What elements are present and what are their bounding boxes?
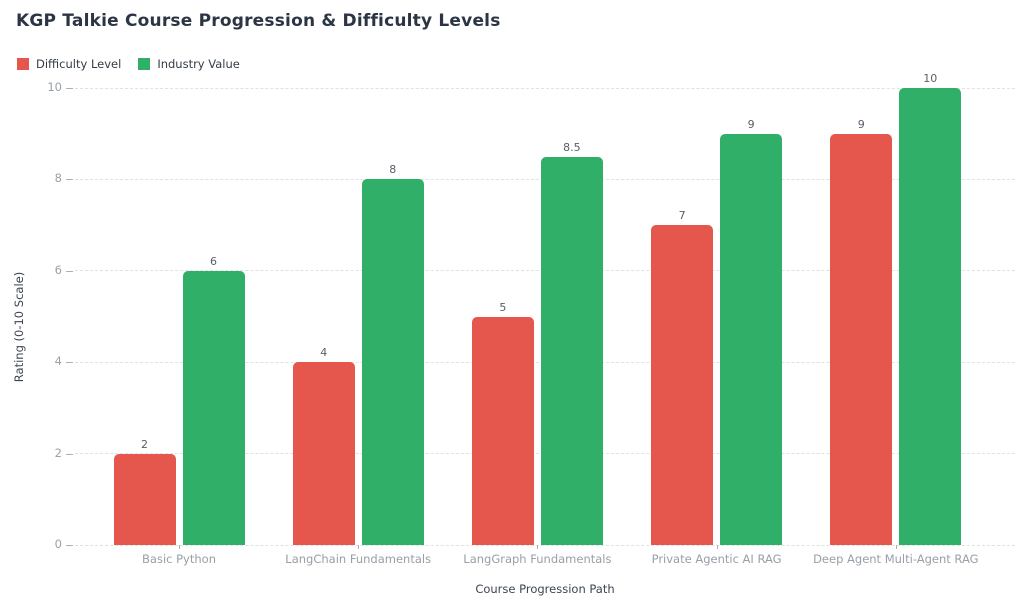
y-tick-label-8: 8 [54,171,62,186]
y-tick-label-2: 2 [54,445,62,460]
bar-industry-value-basic-python [182,270,245,545]
bar-industry-value-langchain-fundamentals [361,179,424,545]
y-tick-mark [66,270,73,272]
bar-value-label-industry-value-langgraph-fundamentals: 8.5 [563,140,581,154]
gridline-y-0 [75,544,1015,546]
bar-value-label-difficulty-level-deep-agent-multi-agent-rag: 9 [857,117,865,131]
bar-industry-value-langgraph-fundamentals [540,156,603,545]
y-axis-title: Rating (0-10 Scale) [12,271,26,383]
x-tick-mark [537,545,539,549]
legend-swatch-icon [138,58,151,70]
y-tick-label-0: 0 [54,537,62,551]
bar-difficulty-level-basic-python [113,453,176,545]
plot-area: 2 6 4 8 5 8.5 7 9 9 10 [75,72,1015,546]
bar-value-label-industry-value-langchain-fundamentals: 8 [389,163,397,177]
y-tick-label-4: 4 [54,354,62,369]
y-tick-mark [66,453,73,455]
bar-value-label-difficulty-level-private-agentic-ai-rag: 7 [678,209,686,223]
bar-difficulty-level-langgraph-fundamentals [471,316,534,545]
legend-label: Industry Value [157,57,240,71]
y-tick-mark [66,179,73,181]
x-tick-mark [895,545,897,549]
x-tick-mark [358,545,360,549]
bar-value-label-industry-value-basic-python: 6 [210,254,217,268]
x-tick-label-basic-python: Basic Python [142,552,216,566]
y-tick-label-6: 6 [54,262,62,277]
bar-value-label-industry-value-deep-agent-multi-agent-rag: 10 [923,72,938,85]
y-tick-mark [66,545,73,546]
bar-value-label-difficulty-level-basic-python: 2 [141,437,148,451]
x-tick-label-deep-agent-multi-agent-rag: Deep Agent Multi-Agent RAG [813,552,979,566]
bar-industry-value-private-agentic-ai-rag [720,133,783,545]
x-tick-label-langchain-fundamentals: LangChain Fundamentals [285,552,432,566]
bar-industry-value-deep-agent-multi-agent-rag [899,88,962,545]
x-tick-mark [716,545,718,549]
bar-difficulty-level-deep-agent-multi-agent-rag [830,133,893,545]
legend-swatch-icon [17,58,29,70]
y-tick-mark [66,362,73,364]
y-tick-label-10: 10 [47,80,62,94]
legend: Difficulty Level Industry Value [17,57,240,71]
bar-difficulty-level-langchain-fundamentals [292,362,355,545]
bar-value-label-difficulty-level-langgraph-fundamentals: 5 [499,300,507,314]
x-tick-label-langgraph-fundamentals: LangGraph Fundamentals [463,552,612,566]
bar-value-label-industry-value-private-agentic-ai-rag: 9 [747,117,755,131]
legend-item-industry-value: Industry Value [138,57,240,71]
bar-difficulty-level-private-agentic-ai-rag [651,225,714,545]
chart-title: KGP Talkie Course Progression & Difficul… [16,11,501,31]
y-tick-mark [66,88,73,89]
legend-label: Difficulty Level [36,57,122,71]
x-axis-title: Course Progression Path [475,582,615,596]
legend-item-difficulty-level: Difficulty Level [17,57,121,71]
x-tick-label-private-agentic-ai-rag: Private Agentic AI RAG [651,552,782,566]
x-tick-mark [179,545,180,549]
bar-value-label-difficulty-level-langchain-fundamentals: 4 [320,346,328,360]
gridline-y-10 [75,87,1015,89]
